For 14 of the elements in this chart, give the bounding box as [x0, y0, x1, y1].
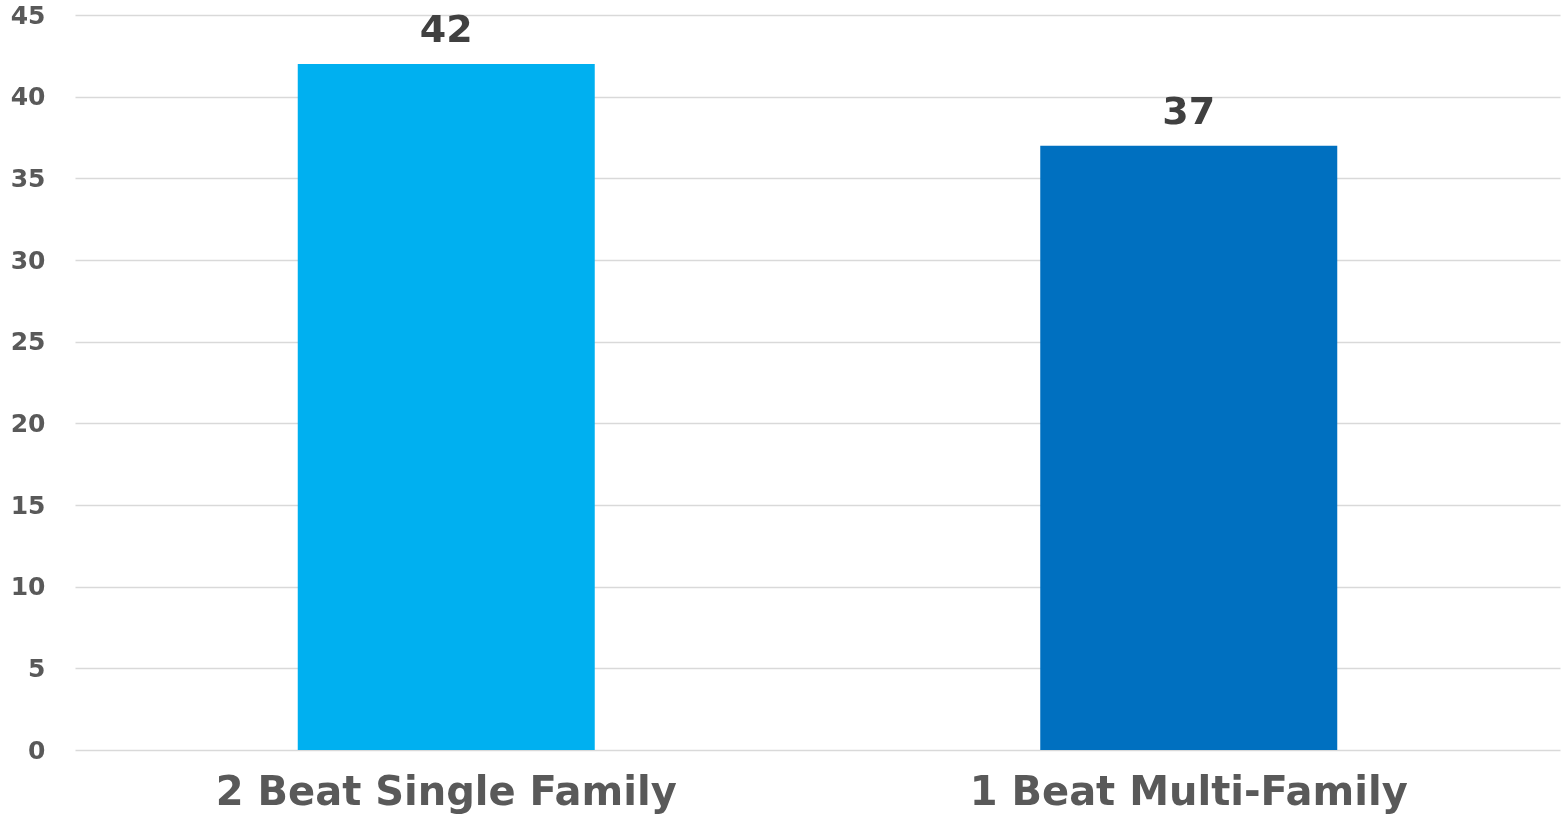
- y-tick-label: 10: [10, 572, 46, 602]
- y-tick-label: 0: [28, 735, 46, 765]
- y-tick-label: 5: [28, 653, 46, 683]
- y-tick-label: 15: [10, 490, 46, 520]
- x-tick-label: 1 Beat Multi-Family: [969, 767, 1408, 814]
- y-tick-label: 45: [10, 0, 46, 30]
- y-tick-label: 25: [10, 327, 46, 357]
- y-tick-label: 40: [10, 82, 46, 112]
- y-tick-label: 20: [10, 408, 46, 438]
- data-label: 42: [419, 7, 473, 51]
- x-tick-label: 2 Beat Single Family: [215, 767, 677, 814]
- y-tick-label: 35: [10, 163, 46, 193]
- data-label: 37: [1162, 88, 1216, 133]
- y-tick-label: 30: [10, 245, 46, 275]
